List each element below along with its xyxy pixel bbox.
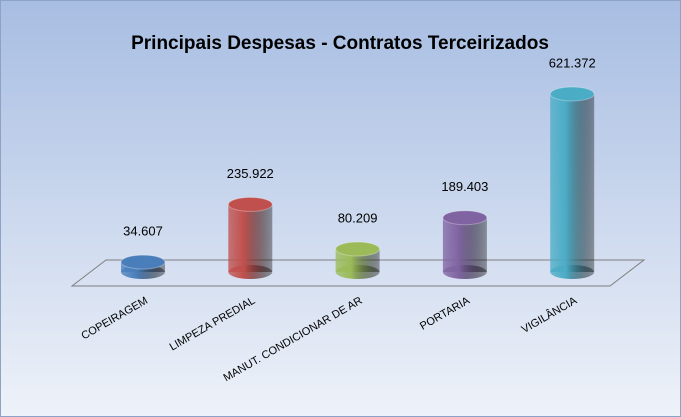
bar	[550, 94, 595, 272]
bar	[442, 217, 487, 272]
cylinder-top	[227, 196, 273, 212]
value-label: 80.209	[338, 210, 378, 225]
value-label: 34.607	[123, 224, 163, 239]
cylinder-top	[335, 241, 381, 257]
cylinder-top	[442, 210, 488, 226]
value-label: 189.403	[441, 179, 488, 194]
value-label: 621.372	[549, 55, 596, 70]
value-label: 235.922	[227, 166, 274, 181]
floor	[70, 259, 646, 287]
bar	[228, 204, 273, 272]
cylinder-top	[549, 86, 595, 102]
chart-title: Principais Despesas - Contratos Terceiri…	[131, 33, 549, 54]
cylinder-top	[120, 254, 166, 270]
